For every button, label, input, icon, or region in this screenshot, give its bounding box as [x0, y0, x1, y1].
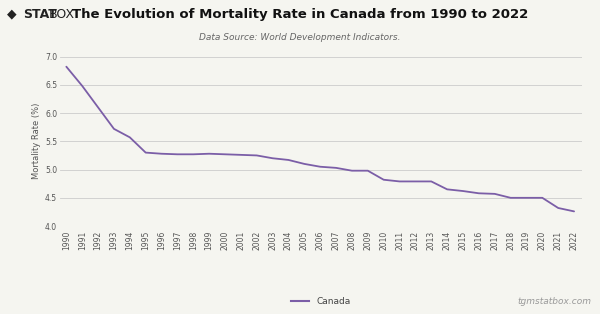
- Text: BOX: BOX: [49, 8, 76, 21]
- Text: The Evolution of Mortality Rate in Canada from 1990 to 2022: The Evolution of Mortality Rate in Canad…: [72, 8, 528, 21]
- Text: STAT: STAT: [23, 8, 56, 21]
- Text: ◆: ◆: [7, 8, 17, 21]
- Y-axis label: Mortality Rate (%): Mortality Rate (%): [32, 103, 41, 180]
- Text: tgmstatbox.com: tgmstatbox.com: [517, 297, 591, 306]
- Legend: Canada: Canada: [287, 294, 355, 310]
- Text: Data Source: World Development Indicators.: Data Source: World Development Indicator…: [199, 33, 401, 42]
